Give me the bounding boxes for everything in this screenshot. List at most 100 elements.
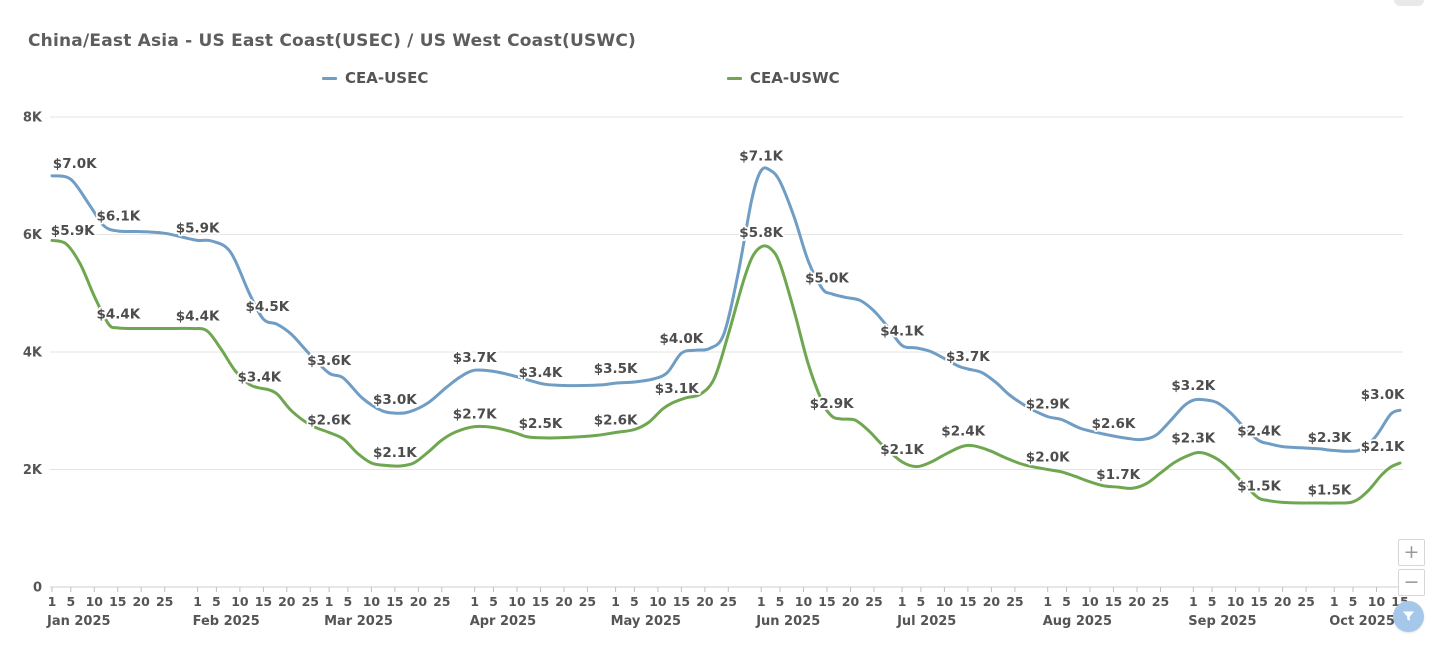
svg-text:$2.4K: $2.4K xyxy=(941,423,985,439)
svg-text:10: 10 xyxy=(1368,594,1386,609)
svg-text:25: 25 xyxy=(865,594,882,609)
svg-text:$4.4K: $4.4K xyxy=(97,306,141,322)
svg-text:15: 15 xyxy=(818,594,835,609)
svg-text:1: 1 xyxy=(611,594,620,609)
svg-text:10: 10 xyxy=(649,594,667,609)
svg-text:$2.1K: $2.1K xyxy=(880,442,924,458)
svg-text:1: 1 xyxy=(1043,594,1052,609)
svg-text:1: 1 xyxy=(898,594,907,609)
svg-text:$2.6K: $2.6K xyxy=(307,413,351,429)
svg-text:10: 10 xyxy=(1081,594,1099,609)
svg-text:20: 20 xyxy=(410,594,428,609)
svg-text:$1.5K: $1.5K xyxy=(1237,478,1281,494)
svg-text:Apr 2025: Apr 2025 xyxy=(470,614,537,629)
svg-text:5: 5 xyxy=(212,594,221,609)
svg-text:Feb 2025: Feb 2025 xyxy=(193,614,260,629)
svg-text:10: 10 xyxy=(363,594,381,609)
svg-text:$3.6K: $3.6K xyxy=(307,353,351,369)
svg-text:$3.2K: $3.2K xyxy=(1171,378,1215,394)
svg-text:10: 10 xyxy=(795,594,813,609)
svg-text:Aug 2025: Aug 2025 xyxy=(1043,614,1112,629)
svg-text:1: 1 xyxy=(1330,594,1339,609)
svg-text:$2.1K: $2.1K xyxy=(373,445,417,461)
svg-text:1: 1 xyxy=(325,594,334,609)
funnel-icon xyxy=(1402,611,1415,621)
svg-text:Jan 2025: Jan 2025 xyxy=(46,614,111,629)
svg-text:1: 1 xyxy=(757,594,766,609)
svg-text:5: 5 xyxy=(1062,594,1071,609)
svg-text:5: 5 xyxy=(1208,594,1217,609)
svg-text:Sep 2025: Sep 2025 xyxy=(1188,614,1256,629)
svg-text:25: 25 xyxy=(1297,594,1314,609)
svg-text:$3.4K: $3.4K xyxy=(238,369,282,385)
svg-text:25: 25 xyxy=(720,594,737,609)
legend-dash-icon xyxy=(322,76,337,80)
svg-text:$2.9K: $2.9K xyxy=(810,396,854,412)
svg-text:5: 5 xyxy=(344,594,353,609)
svg-text:$2.4K: $2.4K xyxy=(1237,424,1281,440)
corner-decoration xyxy=(1394,0,1424,6)
svg-text:$4.0K: $4.0K xyxy=(660,331,704,347)
svg-text:25: 25 xyxy=(1006,594,1023,609)
svg-text:$5.9K: $5.9K xyxy=(51,223,95,239)
svg-text:20: 20 xyxy=(842,594,860,609)
svg-text:$1.5K: $1.5K xyxy=(1308,482,1352,498)
svg-text:1: 1 xyxy=(48,594,57,609)
svg-text:$5.0K: $5.0K xyxy=(805,271,849,287)
svg-text:15: 15 xyxy=(386,594,403,609)
svg-text:$3.7K: $3.7K xyxy=(453,350,497,366)
svg-text:15: 15 xyxy=(1105,594,1122,609)
legend-item-cea-usec[interactable]: CEA-USEC xyxy=(322,69,428,87)
svg-text:20: 20 xyxy=(983,594,1001,609)
svg-text:May 2025: May 2025 xyxy=(611,614,682,629)
svg-text:15: 15 xyxy=(959,594,976,609)
svg-text:25: 25 xyxy=(1152,594,1169,609)
svg-text:Mar 2025: Mar 2025 xyxy=(324,614,393,629)
chart-legend: CEA-USEC CEA-USWC xyxy=(0,69,1440,91)
svg-text:2K: 2K xyxy=(23,463,43,478)
svg-text:25: 25 xyxy=(302,594,319,609)
svg-text:$2.7K: $2.7K xyxy=(453,407,497,423)
svg-text:10: 10 xyxy=(231,594,249,609)
svg-text:0: 0 xyxy=(33,581,42,596)
svg-text:20: 20 xyxy=(278,594,296,609)
svg-text:4K: 4K xyxy=(23,346,43,361)
svg-text:$2.1K: $2.1K xyxy=(1361,439,1405,455)
svg-text:$3.1K: $3.1K xyxy=(655,381,699,397)
svg-text:25: 25 xyxy=(156,594,173,609)
svg-text:10: 10 xyxy=(508,594,526,609)
zoom-out-button[interactable]: − xyxy=(1398,569,1425,596)
legend-label: CEA-USWC xyxy=(750,69,840,87)
svg-text:8K: 8K xyxy=(23,111,43,126)
svg-text:25: 25 xyxy=(433,594,450,609)
svg-text:$2.3K: $2.3K xyxy=(1171,431,1215,447)
svg-text:Jun 2025: Jun 2025 xyxy=(755,614,820,629)
svg-text:20: 20 xyxy=(1274,594,1292,609)
svg-text:$7.1K: $7.1K xyxy=(739,149,783,165)
filter-button[interactable] xyxy=(1393,601,1424,632)
svg-text:15: 15 xyxy=(109,594,126,609)
svg-text:$7.0K: $7.0K xyxy=(53,156,97,172)
svg-text:$3.0K: $3.0K xyxy=(1361,387,1405,403)
legend-item-cea-uswc[interactable]: CEA-USWC xyxy=(727,69,840,87)
svg-text:$3.7K: $3.7K xyxy=(946,349,990,365)
svg-text:$3.4K: $3.4K xyxy=(519,365,563,381)
svg-text:6K: 6K xyxy=(23,228,43,243)
svg-text:$2.6K: $2.6K xyxy=(594,413,638,429)
svg-text:5: 5 xyxy=(489,594,498,609)
svg-text:1: 1 xyxy=(1189,594,1198,609)
svg-text:$4.5K: $4.5K xyxy=(246,299,290,315)
svg-text:15: 15 xyxy=(532,594,549,609)
chart-title: China/East Asia - US East Coast(USEC) / … xyxy=(28,31,637,51)
svg-text:$6.1K: $6.1K xyxy=(97,209,141,225)
svg-text:5: 5 xyxy=(630,594,639,609)
svg-text:$5.8K: $5.8K xyxy=(739,225,783,241)
svg-text:$2.9K: $2.9K xyxy=(1026,397,1070,413)
svg-text:$4.4K: $4.4K xyxy=(176,309,220,325)
svg-text:20: 20 xyxy=(696,594,714,609)
svg-text:Jul 2025: Jul 2025 xyxy=(896,614,956,629)
zoom-in-button[interactable]: + xyxy=(1398,539,1425,566)
svg-text:5: 5 xyxy=(66,594,75,609)
svg-text:$2.6K: $2.6K xyxy=(1092,416,1136,432)
